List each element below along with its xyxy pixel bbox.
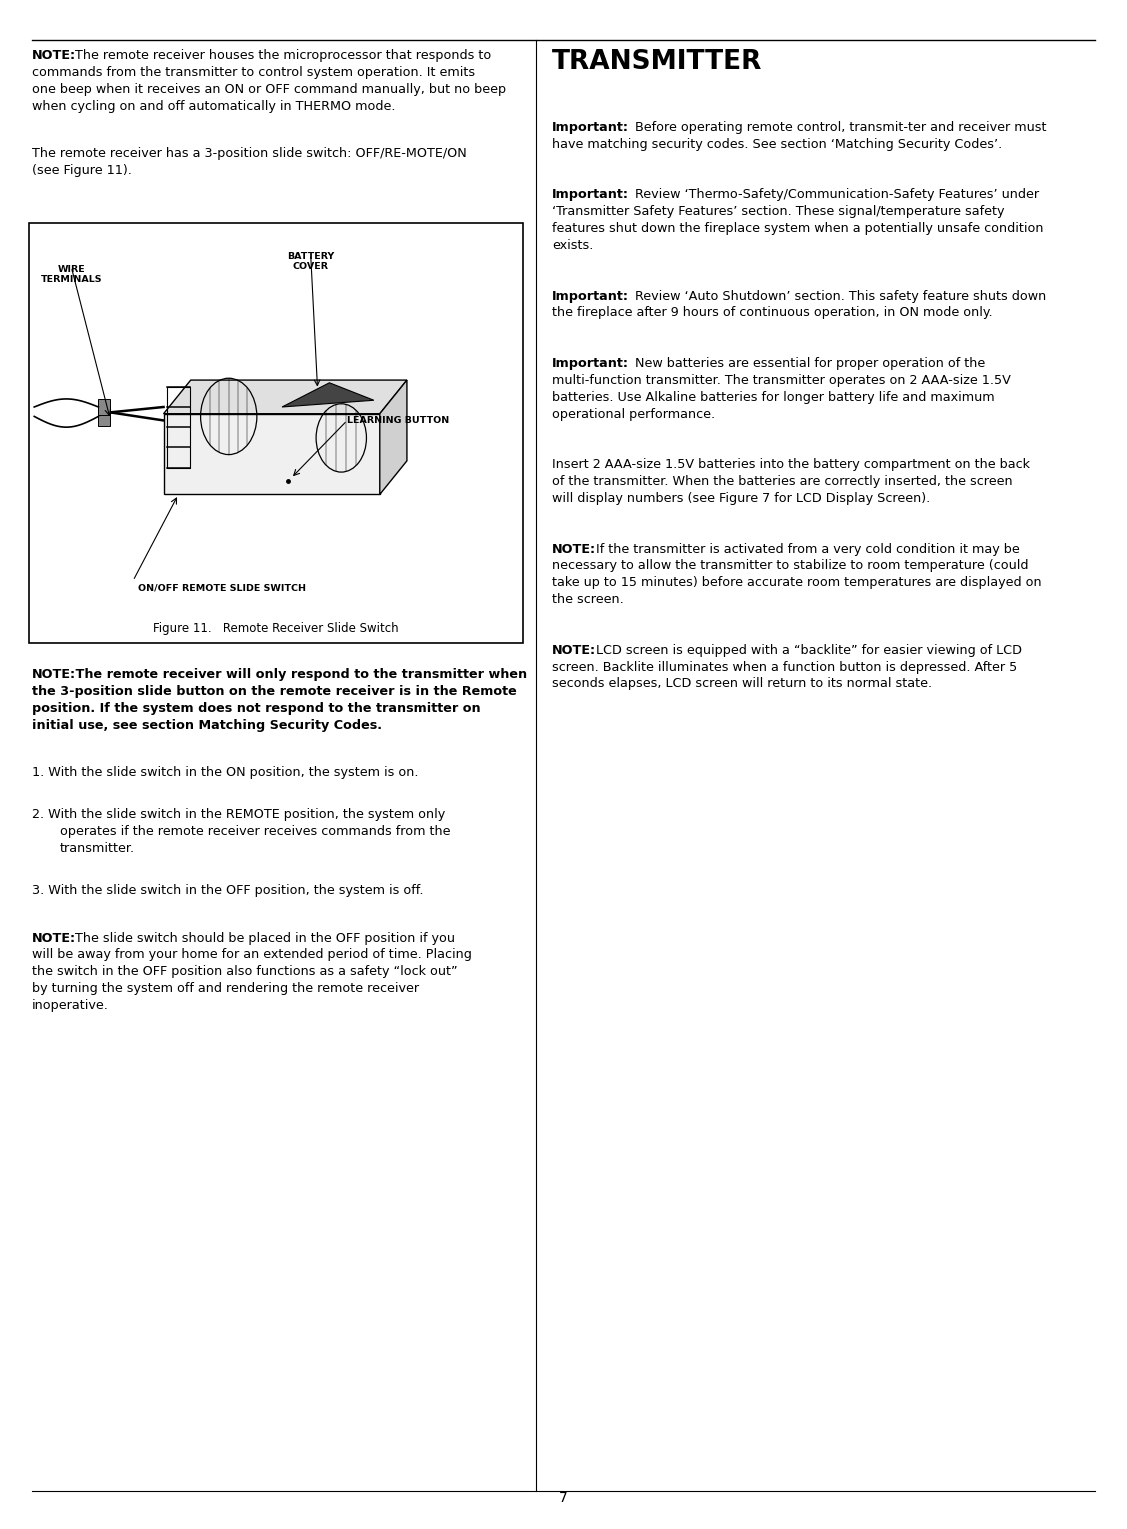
Text: 2. With the slide switch in the REMOTE position, the system only: 2. With the slide switch in the REMOTE p… xyxy=(32,809,445,821)
Polygon shape xyxy=(98,407,110,427)
Text: The remote receiver has a 3-position slide switch: OFF/RE-MOTE/ON: The remote receiver has a 3-position sli… xyxy=(32,147,467,159)
Polygon shape xyxy=(163,381,407,414)
Text: (see Figure 11).: (see Figure 11). xyxy=(32,164,132,177)
Text: BATTERY
COVER: BATTERY COVER xyxy=(287,252,335,272)
Text: Important:: Important: xyxy=(552,289,629,303)
Text: batteries. Use Alkaline batteries for longer battery life and maximum: batteries. Use Alkaline batteries for lo… xyxy=(552,391,995,404)
Text: seconds elapses, LCD screen will return to its normal state.: seconds elapses, LCD screen will return … xyxy=(552,677,932,691)
Text: WIRE
TERMINALS: WIRE TERMINALS xyxy=(41,265,103,284)
Polygon shape xyxy=(282,382,374,407)
Bar xyxy=(29,223,523,644)
Text: TRANSMITTER: TRANSMITTER xyxy=(552,49,763,75)
Text: Before operating remote control, transmit-ter and receiver must: Before operating remote control, transmi… xyxy=(631,121,1047,135)
Polygon shape xyxy=(380,381,407,494)
Text: ON/OFF REMOTE SLIDE SWITCH: ON/OFF REMOTE SLIDE SWITCH xyxy=(137,584,305,593)
Text: of the transmitter. When the batteries are correctly inserted, the screen: of the transmitter. When the batteries a… xyxy=(552,476,1013,488)
Text: NOTE:: NOTE: xyxy=(552,543,596,555)
Text: NOTE:: NOTE: xyxy=(32,668,76,682)
Polygon shape xyxy=(98,399,110,414)
Text: inoperative.: inoperative. xyxy=(32,998,108,1012)
Text: position. If the system does not respond to the transmitter on: position. If the system does not respond… xyxy=(32,702,480,716)
Text: The slide switch should be placed in the OFF position if you: The slide switch should be placed in the… xyxy=(71,931,455,945)
Text: Important:: Important: xyxy=(552,188,629,202)
Text: necessary to allow the transmitter to stabilize to room temperature (could: necessary to allow the transmitter to st… xyxy=(552,560,1029,572)
Text: take up to 15 minutes) before accurate room temperatures are displayed on: take up to 15 minutes) before accurate r… xyxy=(552,576,1041,589)
Text: when cycling on and off automatically in THERMO mode.: when cycling on and off automatically in… xyxy=(32,99,396,113)
Text: NOTE:: NOTE: xyxy=(32,49,76,63)
Text: Important:: Important: xyxy=(552,121,629,135)
Text: operational performance.: operational performance. xyxy=(552,408,716,420)
Text: 1. With the slide switch in the ON position, the system is on.: 1. With the slide switch in the ON posit… xyxy=(32,766,418,780)
Text: LEARNING BUTTON: LEARNING BUTTON xyxy=(347,416,450,425)
Text: commands from the transmitter to control system operation. It emits: commands from the transmitter to control… xyxy=(32,66,474,80)
Polygon shape xyxy=(163,414,380,494)
Text: Figure 11.   Remote Receiver Slide Switch: Figure 11. Remote Receiver Slide Switch xyxy=(153,622,399,635)
Text: operates if the remote receiver receives commands from the: operates if the remote receiver receives… xyxy=(60,826,451,838)
Text: one beep when it receives an ON or OFF command manually, but no beep: one beep when it receives an ON or OFF c… xyxy=(32,83,506,96)
Text: Review ‘Auto Shutdown’ section. This safety feature shuts down: Review ‘Auto Shutdown’ section. This saf… xyxy=(631,289,1047,303)
Text: multi-function transmitter. The transmitter operates on 2 AAA-size 1.5V: multi-function transmitter. The transmit… xyxy=(552,375,1011,387)
Text: If the transmitter is activated from a very cold condition it may be: If the transmitter is activated from a v… xyxy=(592,543,1020,555)
Text: NOTE:: NOTE: xyxy=(32,931,76,945)
Text: the 3-position slide button on the remote receiver is in the Remote: the 3-position slide button on the remot… xyxy=(32,685,516,699)
Text: exists.: exists. xyxy=(552,239,594,252)
Text: the switch in the OFF position also functions as a safety “lock out”: the switch in the OFF position also func… xyxy=(32,965,458,979)
Text: the fireplace after 9 hours of continuous operation, in ON mode only.: the fireplace after 9 hours of continuou… xyxy=(552,306,993,320)
Text: Review ‘Thermo-Safety/Communication-Safety Features’ under: Review ‘Thermo-Safety/Communication-Safe… xyxy=(631,188,1039,202)
Text: transmitter.: transmitter. xyxy=(60,842,135,855)
Bar xyxy=(167,387,190,468)
Text: The remote receiver houses the microprocessor that responds to: The remote receiver houses the microproc… xyxy=(71,49,491,63)
Text: screen. Backlite illuminates when a function button is depressed. After 5: screen. Backlite illuminates when a func… xyxy=(552,661,1018,674)
Text: by turning the system off and rendering the remote receiver: by turning the system off and rendering … xyxy=(32,982,419,995)
Text: initial use, see section Matching Security Codes.: initial use, see section Matching Securi… xyxy=(32,719,382,732)
Text: The remote receiver will only respond to the transmitter when: The remote receiver will only respond to… xyxy=(71,668,527,682)
Text: the screen.: the screen. xyxy=(552,593,624,605)
Text: ‘Transmitter Safety Features’ section. These signal/temperature safety: ‘Transmitter Safety Features’ section. T… xyxy=(552,205,1005,219)
Text: New batteries are essential for proper operation of the: New batteries are essential for proper o… xyxy=(631,356,986,370)
Text: have matching security codes. See section ‘Matching Security Codes’.: have matching security codes. See sectio… xyxy=(552,138,1003,151)
Text: Important:: Important: xyxy=(552,356,629,370)
Text: 7: 7 xyxy=(559,1491,568,1505)
Text: Insert 2 AAA-size 1.5V batteries into the battery compartment on the back: Insert 2 AAA-size 1.5V batteries into th… xyxy=(552,459,1030,471)
Text: 3. With the slide switch in the OFF position, the system is off.: 3. With the slide switch in the OFF posi… xyxy=(32,884,423,898)
Text: NOTE:: NOTE: xyxy=(552,644,596,657)
Text: will display numbers (see Figure 7 for LCD Display Screen).: will display numbers (see Figure 7 for L… xyxy=(552,492,931,505)
Text: features shut down the fireplace system when a potentially unsafe condition: features shut down the fireplace system … xyxy=(552,222,1044,235)
Text: LCD screen is equipped with a “backlite” for easier viewing of LCD: LCD screen is equipped with a “backlite”… xyxy=(592,644,1022,657)
Text: will be away from your home for an extended period of time. Placing: will be away from your home for an exten… xyxy=(32,948,471,962)
